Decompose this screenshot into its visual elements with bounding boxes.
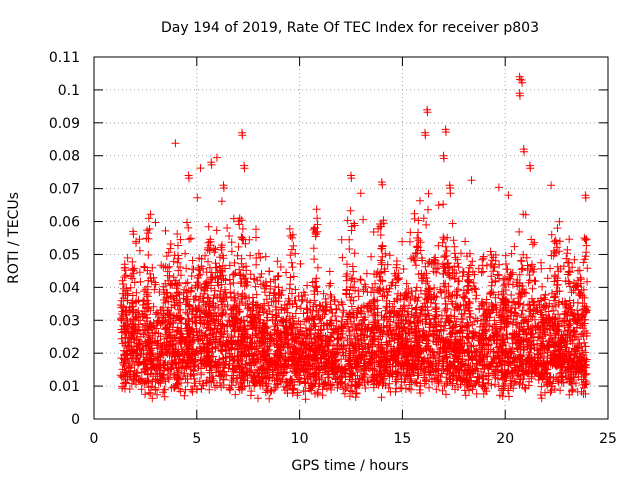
x-tick-label: 0 [90,431,99,447]
ticks-layer [93,56,609,420]
roti-scatter-points [116,72,592,404]
x-tick-label: 15 [393,431,411,447]
y-tick-label: 0.11 [49,50,80,66]
y-tick-label: 0.08 [49,149,80,165]
x-tick-label: 5 [192,431,201,447]
y-tick-label: 0.1 [58,83,80,99]
y-tick-label: 0.01 [49,379,80,395]
x-axis-label: GPS time / hours [291,458,408,474]
y-tick-label: 0.02 [49,346,80,362]
plot-frame [93,56,609,420]
x-tick-label: 10 [291,431,309,447]
points-layer [116,72,592,404]
y-tick-label: 0.03 [49,313,80,329]
chart-title: Day 194 of 2019, Rate Of TEC Index for r… [161,20,539,36]
y-axis-label: ROTI / TECUs [6,192,22,284]
labels-layer: 0 5 10 15 20 25 0 0.01 0.02 0.03 0.04 0.05 0.06 0.07 0… [49,50,617,447]
y-tick-label: 0 [71,412,80,428]
y-tick-label: 0.09 [49,116,80,132]
y-tick-label: 0.04 [49,280,80,296]
y-tick-label: 0.05 [49,247,80,263]
x-tick-label: 20 [496,431,514,447]
y-tick-label: 0.07 [49,182,80,198]
x-tick-label: 25 [599,431,617,447]
y-tick-label: 0.06 [49,215,80,231]
